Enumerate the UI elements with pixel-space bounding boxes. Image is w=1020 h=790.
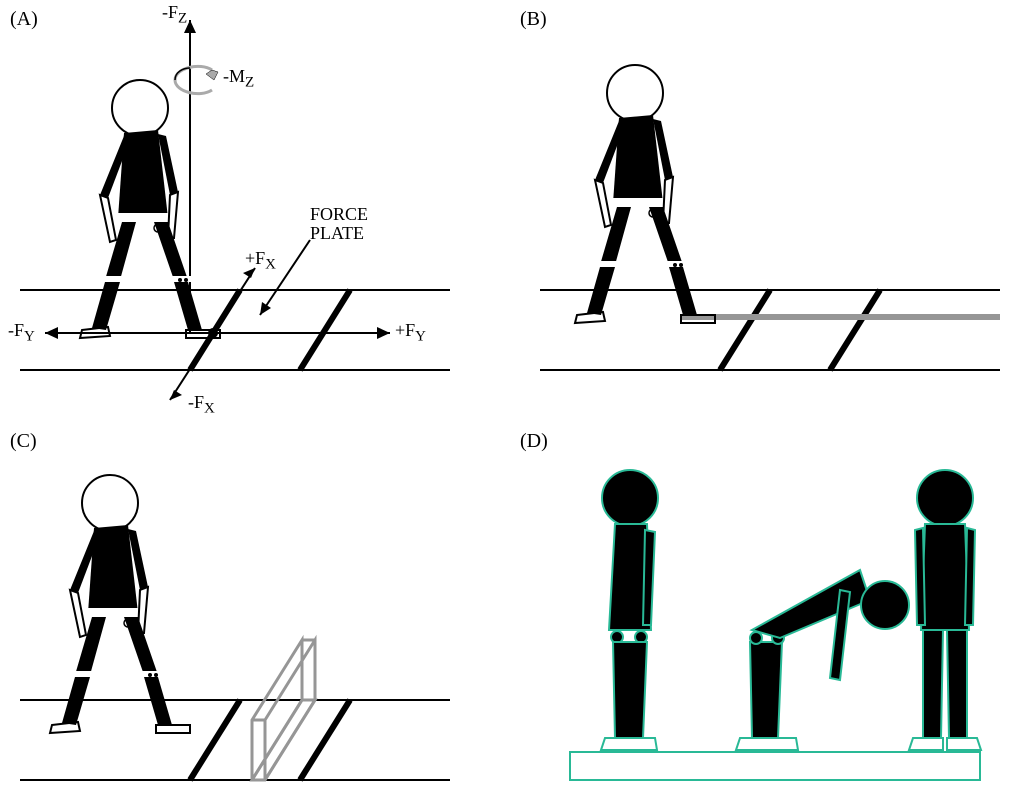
- panel-d-svg: [0, 0, 1020, 790]
